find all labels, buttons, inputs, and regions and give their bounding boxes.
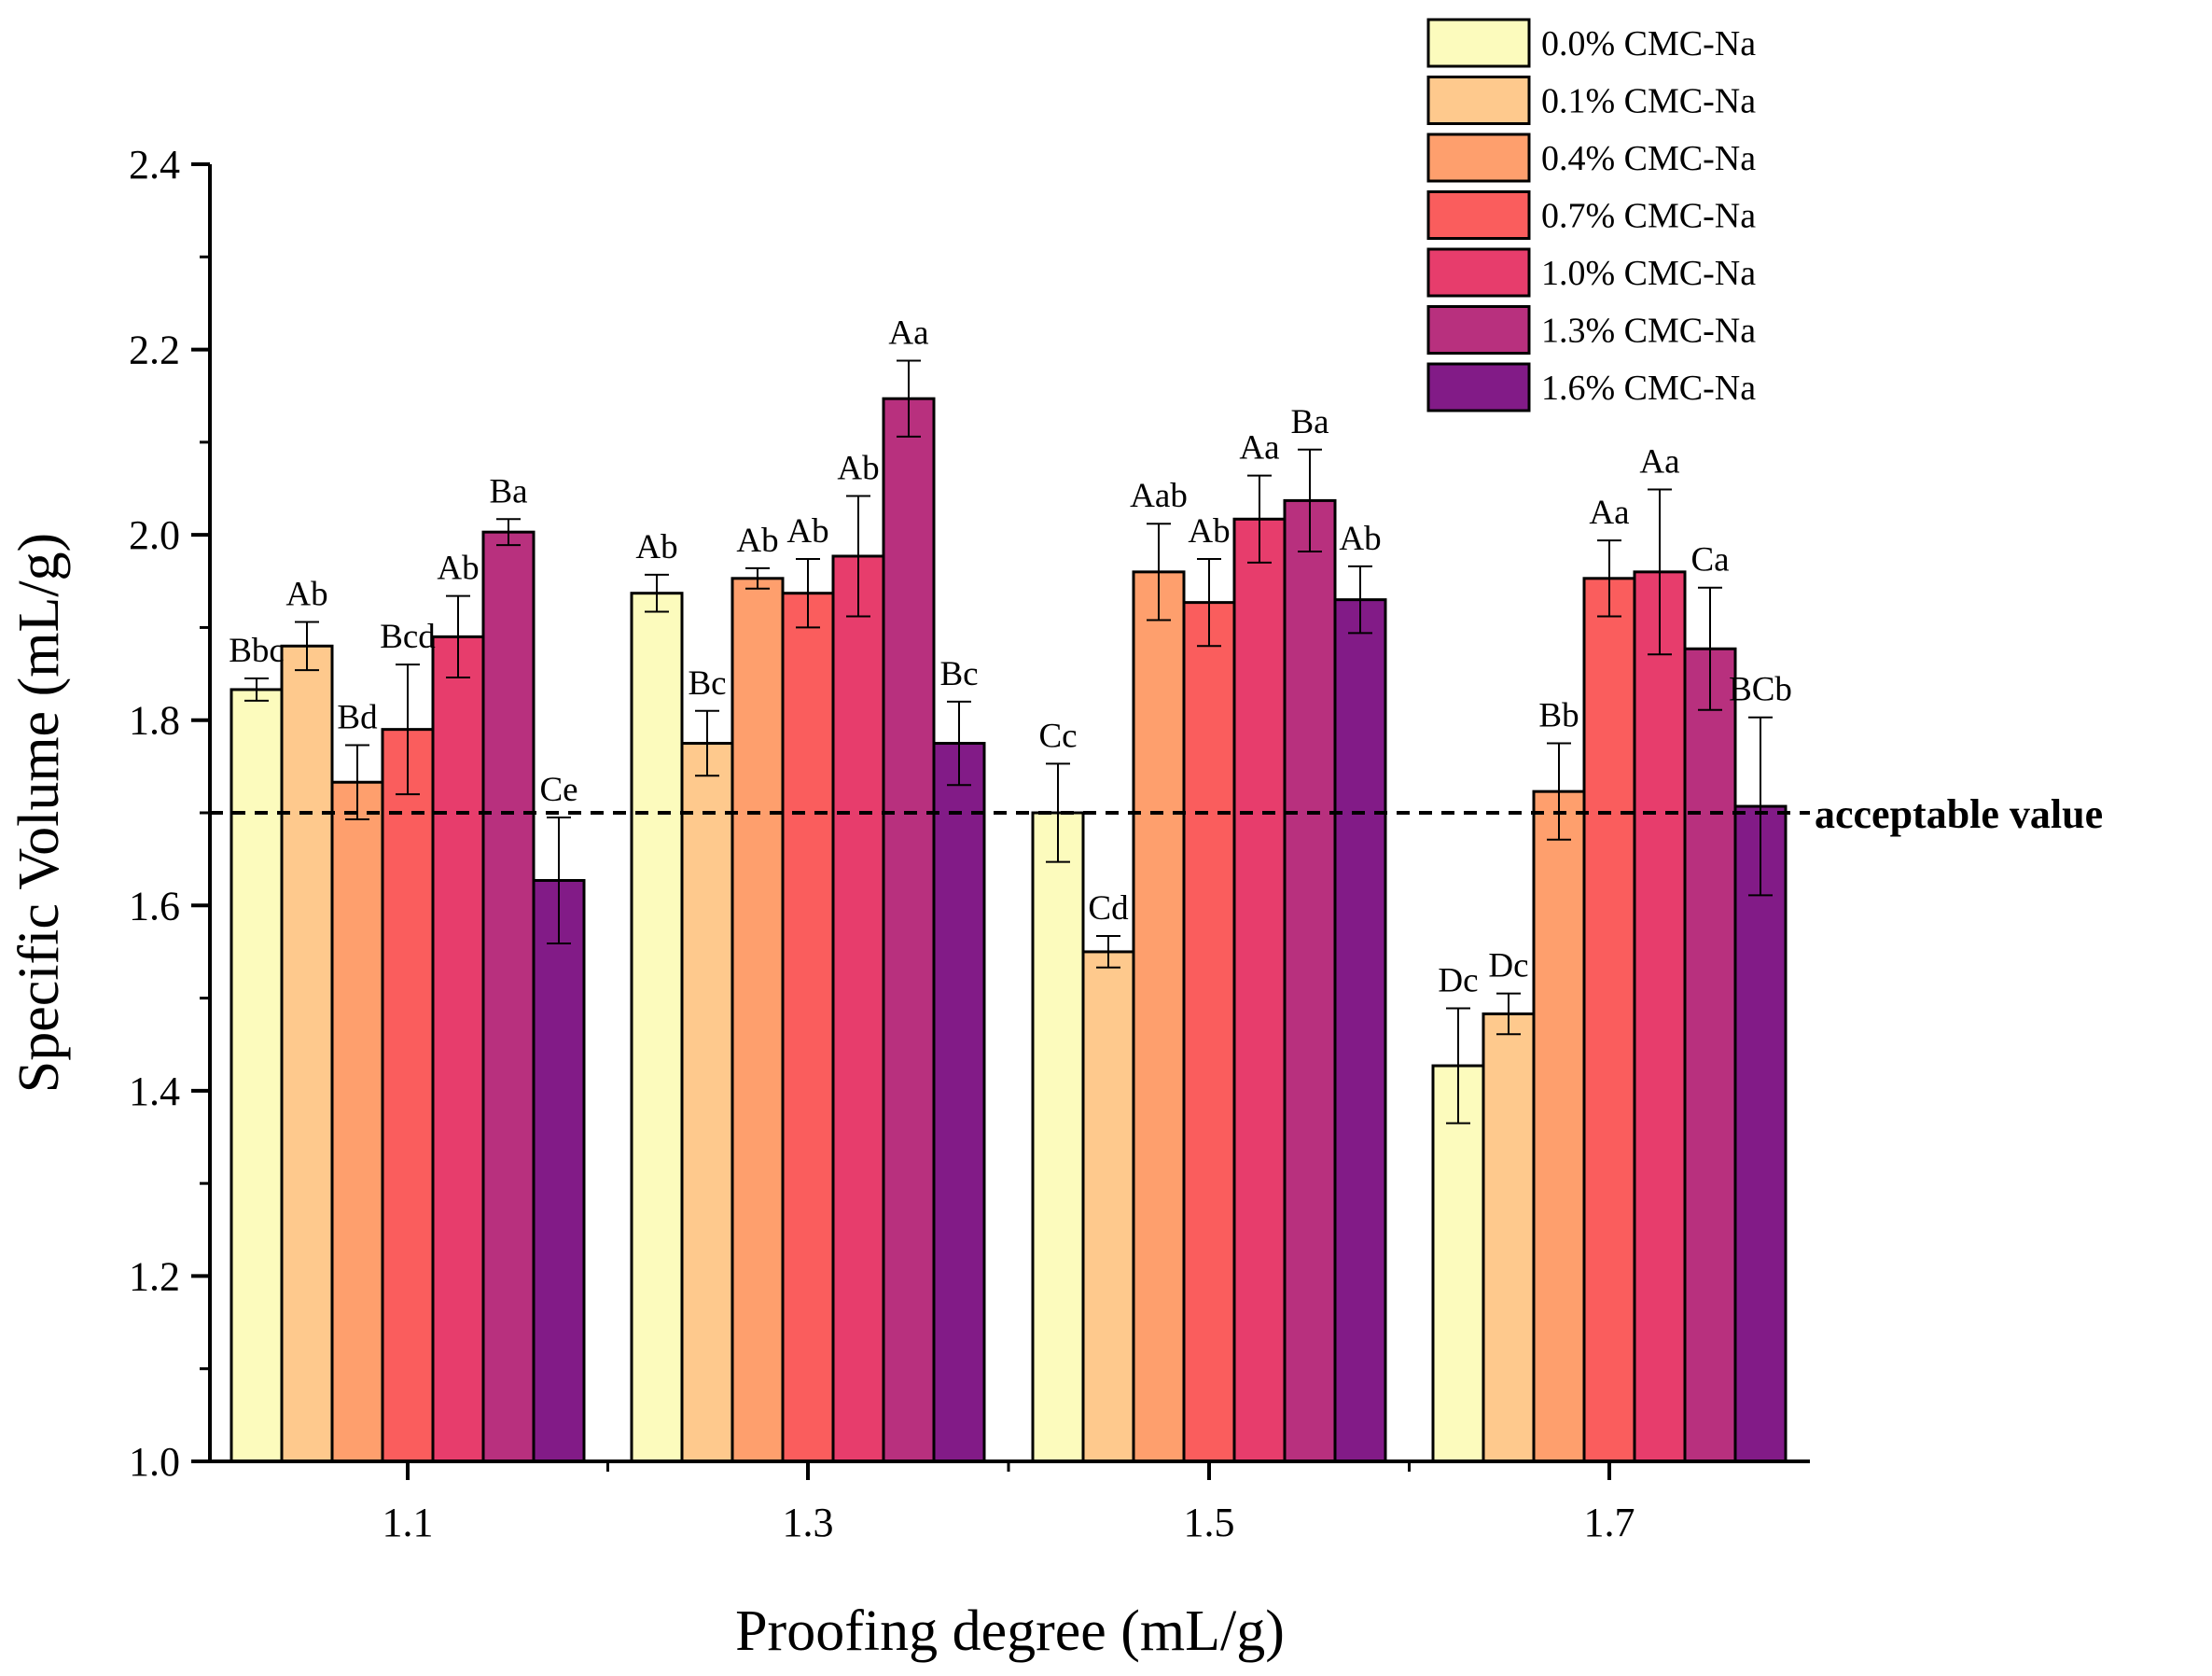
significance-label: Bc (939, 655, 978, 693)
error-bars-layer (244, 359, 1773, 1124)
bar (1283, 498, 1337, 1463)
y-tick-label: 1.6 (129, 883, 180, 929)
y-tick-label: 1.2 (129, 1253, 180, 1299)
bar (230, 688, 284, 1463)
legend-label: 1.0% CMC-Na (1541, 254, 1756, 293)
y-tick-label: 2.0 (129, 512, 180, 558)
y-ticks-layer: 1.0 1.2 1.4 1.6 1.8 2.0 2.2 2.4 (129, 142, 210, 1485)
y-tick-label: 1.8 (129, 698, 180, 744)
significance-label: Dc (1488, 947, 1528, 985)
x-tick-label: 1.5 (1184, 1500, 1235, 1545)
x-tick-label: 1.3 (783, 1500, 834, 1545)
bar (280, 644, 334, 1463)
bar (1582, 577, 1636, 1463)
significance-label: Aa (888, 314, 928, 352)
legend-label: 1.3% CMC-Na (1541, 312, 1756, 351)
legend-swatch (1426, 247, 1531, 298)
bar (1132, 570, 1186, 1463)
bar (680, 742, 734, 1463)
significance-label: Aa (1589, 494, 1629, 532)
significance-label: Ab (1188, 512, 1230, 551)
legend-label: 1.6% CMC-Na (1541, 369, 1756, 408)
significance-label: Ab (736, 522, 778, 560)
bar (1683, 647, 1737, 1463)
significance-label: Bc (688, 664, 726, 703)
bar (532, 878, 586, 1463)
bar (1182, 601, 1236, 1463)
legend-swatch (1426, 133, 1531, 183)
bar (431, 635, 485, 1463)
significance-label: Bb (1538, 697, 1579, 735)
significance-label: Cc (1038, 717, 1077, 755)
significance-label: Bbc (229, 632, 285, 670)
legend-swatch (1426, 76, 1531, 125)
bar (1633, 570, 1687, 1463)
significance-label: Ca (1690, 541, 1729, 580)
significance-label: Ab (437, 550, 479, 588)
y-tick-label: 1.4 (129, 1068, 180, 1114)
bar (932, 742, 986, 1463)
bar (630, 592, 684, 1463)
legend-swatch (1426, 362, 1531, 412)
legend-swatch (1426, 190, 1531, 240)
x-tick-label: 1.1 (383, 1500, 434, 1545)
bar (330, 780, 384, 1463)
y-tick-label: 2.2 (129, 328, 180, 373)
bar (1031, 811, 1085, 1463)
significance-label: Aab (1130, 477, 1188, 515)
bar (1431, 1064, 1485, 1463)
legend-label: 0.7% CMC-Na (1541, 197, 1756, 236)
significance-label: BCb (1729, 671, 1792, 709)
significance-label: Ab (285, 575, 327, 613)
x-ticks-layer: 1.1 1.3 1.5 1.7 (383, 1461, 1635, 1545)
bar (882, 397, 936, 1463)
legend-label: 0.4% CMC-Na (1541, 139, 1756, 178)
significance-label: Aa (1639, 442, 1679, 481)
legend-swatch (1426, 18, 1531, 68)
bar (1482, 1012, 1536, 1463)
significance-label: Aa (1239, 429, 1279, 468)
bar (781, 592, 835, 1463)
significance-label: Bcd (380, 618, 436, 656)
bar (481, 530, 536, 1463)
legend-swatch (1426, 305, 1531, 355)
y-axis-title: Specific Volume (mL/g) (7, 533, 71, 1093)
bar (1733, 804, 1788, 1463)
significance-label: Bd (337, 699, 378, 737)
bar (730, 577, 785, 1463)
bar (381, 728, 435, 1463)
significance-label: Ba (1290, 403, 1329, 441)
legend-label: 0.1% CMC-Na (1541, 82, 1756, 121)
reference-line-layer: acceptable value (210, 791, 2103, 837)
x-axis-title: Proofing degree (mL/g) (735, 1599, 1285, 1663)
legend-label: 0.0% CMC-Na (1541, 24, 1756, 63)
significance-label: Ce (539, 771, 577, 809)
x-tick-label: 1.7 (1584, 1500, 1635, 1545)
significance-label: Ba (489, 472, 527, 510)
significance-label: Dc (1438, 961, 1478, 999)
bars-layer (230, 397, 1788, 1463)
acceptable-value-label: acceptable value (1815, 791, 2103, 837)
y-tick-label: 1.0 (129, 1439, 180, 1485)
significance-label: Cd (1088, 889, 1129, 928)
bar (1333, 598, 1387, 1463)
bar (1232, 517, 1287, 1463)
significance-label: Ab (635, 528, 677, 566)
significance-label: Ab (1339, 520, 1381, 558)
legend: 0.0% CMC-Na 0.1% CMC-Na 0.4% CMC-Na 0.7% CM… (1426, 18, 1756, 412)
significance-label: Ab (786, 512, 828, 551)
bar (1532, 789, 1586, 1463)
y-tick-label: 2.4 (129, 142, 180, 188)
bar (1081, 950, 1135, 1463)
significance-label: Ab (837, 449, 879, 487)
bar (831, 554, 885, 1463)
